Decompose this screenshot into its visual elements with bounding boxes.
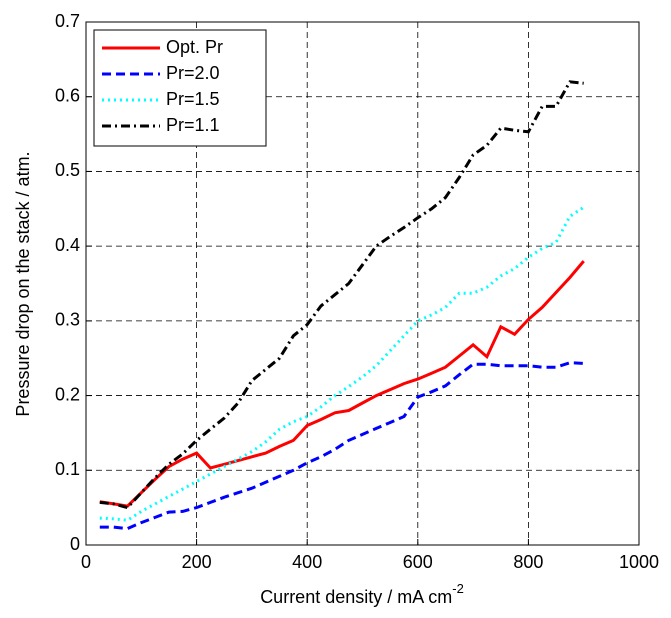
- y-tick-label: 0.6: [55, 85, 80, 105]
- y-tick-label: 0.7: [55, 11, 80, 31]
- x-axis-label-sup: -2: [452, 581, 464, 596]
- legend-label: Pr=1.5: [166, 89, 220, 109]
- x-tick-label: 1000: [619, 552, 659, 572]
- data-line: [99, 361, 584, 531]
- y-tick-label: 0.3: [55, 310, 80, 330]
- legend-label: Opt. Pr: [166, 37, 223, 57]
- legend-label: Pr=1.1: [166, 115, 220, 135]
- y-axis-label: Pressure drop on the stack / atm.: [13, 151, 33, 416]
- x-tick-label: 200: [182, 552, 212, 572]
- x-axis-label: Current density / mA cm-2: [260, 581, 464, 606]
- x-tick-label: 400: [292, 552, 322, 572]
- y-tick-label: 0.5: [55, 160, 80, 180]
- x-tick-label: 600: [403, 552, 433, 572]
- plot-frame: [85, 21, 640, 546]
- x-tick-label: 0: [81, 552, 91, 572]
- x-tick-label: 800: [513, 552, 543, 572]
- x-axis-label-main: Current density / mA cm: [260, 587, 452, 607]
- y-tick-label: 0.1: [55, 459, 80, 479]
- y-tick-label: 0: [70, 534, 80, 554]
- y-tick-label: 0.4: [55, 235, 80, 255]
- data-line: [99, 80, 584, 510]
- legend-label: Pr=2.0: [166, 63, 220, 83]
- data-line: [99, 260, 585, 508]
- y-tick-label: 0.2: [55, 384, 80, 404]
